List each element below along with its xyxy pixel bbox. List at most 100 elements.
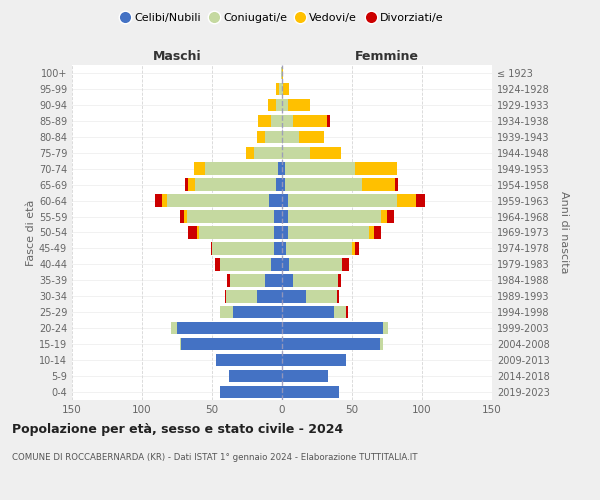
Bar	[282, 178, 285, 191]
Bar	[281, 67, 282, 79]
Bar	[282, 210, 287, 223]
Bar	[338, 274, 341, 286]
Bar	[271, 114, 282, 127]
Bar	[282, 290, 306, 302]
Bar	[397, 194, 416, 207]
Bar	[172, 322, 177, 334]
Bar	[387, 210, 394, 223]
Bar	[299, 130, 324, 143]
Bar	[230, 274, 265, 286]
Bar	[310, 146, 341, 159]
Bar	[155, 194, 161, 207]
Bar	[185, 178, 188, 191]
Bar	[382, 210, 387, 223]
Text: Maschi: Maschi	[152, 50, 202, 64]
Bar	[282, 322, 383, 334]
Bar	[220, 386, 282, 398]
Bar	[199, 226, 274, 238]
Bar	[395, 178, 398, 191]
Bar	[167, 194, 269, 207]
Bar	[205, 162, 278, 175]
Bar	[374, 226, 382, 238]
Bar	[257, 130, 265, 143]
Bar	[282, 146, 310, 159]
Bar	[282, 338, 380, 350]
Y-axis label: Anni di nascita: Anni di nascita	[559, 191, 569, 274]
Bar	[289, 258, 342, 270]
Bar	[195, 178, 277, 191]
Bar	[282, 370, 328, 382]
Bar	[274, 210, 282, 223]
Bar	[282, 386, 340, 398]
Bar	[265, 130, 282, 143]
Bar	[227, 274, 230, 286]
Bar	[285, 162, 355, 175]
Bar	[282, 274, 293, 286]
Bar	[282, 67, 283, 79]
Bar	[197, 226, 199, 238]
Bar	[342, 258, 349, 270]
Bar	[274, 226, 282, 238]
Bar	[181, 338, 282, 350]
Bar	[277, 98, 282, 111]
Bar	[215, 258, 220, 270]
Bar	[277, 178, 282, 191]
Bar	[293, 274, 338, 286]
Bar	[352, 242, 355, 254]
Bar	[293, 114, 327, 127]
Bar	[212, 242, 274, 254]
Bar	[268, 98, 277, 111]
Bar	[327, 114, 329, 127]
Bar	[334, 306, 346, 318]
Bar	[306, 290, 337, 302]
Bar	[282, 242, 286, 254]
Bar	[229, 370, 282, 382]
Bar	[287, 98, 310, 111]
Bar	[282, 82, 283, 95]
Bar	[278, 162, 282, 175]
Bar	[224, 290, 226, 302]
Bar	[257, 290, 282, 302]
Bar	[233, 306, 282, 318]
Bar	[282, 98, 287, 111]
Bar	[161, 194, 167, 207]
Bar	[282, 162, 285, 175]
Bar	[254, 146, 282, 159]
Bar	[188, 226, 197, 238]
Bar	[416, 194, 425, 207]
Bar	[362, 178, 395, 191]
Bar	[282, 130, 299, 143]
Bar	[287, 210, 382, 223]
Bar	[220, 306, 233, 318]
Bar	[282, 354, 346, 366]
Bar	[285, 178, 362, 191]
Legend: Celibi/Nubili, Coniugati/e, Vedovi/e, Divorziati/e: Celibi/Nubili, Coniugati/e, Vedovi/e, Di…	[116, 8, 448, 28]
Bar	[245, 146, 254, 159]
Bar	[282, 258, 289, 270]
Bar	[269, 194, 282, 207]
Text: Femmine: Femmine	[355, 50, 419, 64]
Bar	[282, 306, 334, 318]
Bar	[194, 162, 205, 175]
Bar	[271, 258, 282, 270]
Bar	[282, 226, 287, 238]
Bar	[337, 290, 340, 302]
Bar	[286, 242, 352, 254]
Bar	[287, 226, 369, 238]
Bar	[287, 194, 397, 207]
Bar	[380, 338, 383, 350]
Bar	[258, 114, 271, 127]
Bar	[211, 242, 212, 254]
Bar	[369, 226, 374, 238]
Bar	[383, 322, 388, 334]
Bar	[180, 210, 184, 223]
Bar	[355, 162, 397, 175]
Bar	[187, 210, 274, 223]
Bar	[188, 178, 195, 191]
Bar	[274, 242, 282, 254]
Bar	[283, 82, 289, 95]
Text: COMUNE DI ROCCABERNARDA (KR) - Dati ISTAT 1° gennaio 2024 - Elaborazione TUTTITA: COMUNE DI ROCCABERNARDA (KR) - Dati ISTA…	[12, 452, 418, 462]
Y-axis label: Fasce di età: Fasce di età	[26, 200, 36, 266]
Bar	[277, 82, 279, 95]
Bar	[216, 354, 282, 366]
